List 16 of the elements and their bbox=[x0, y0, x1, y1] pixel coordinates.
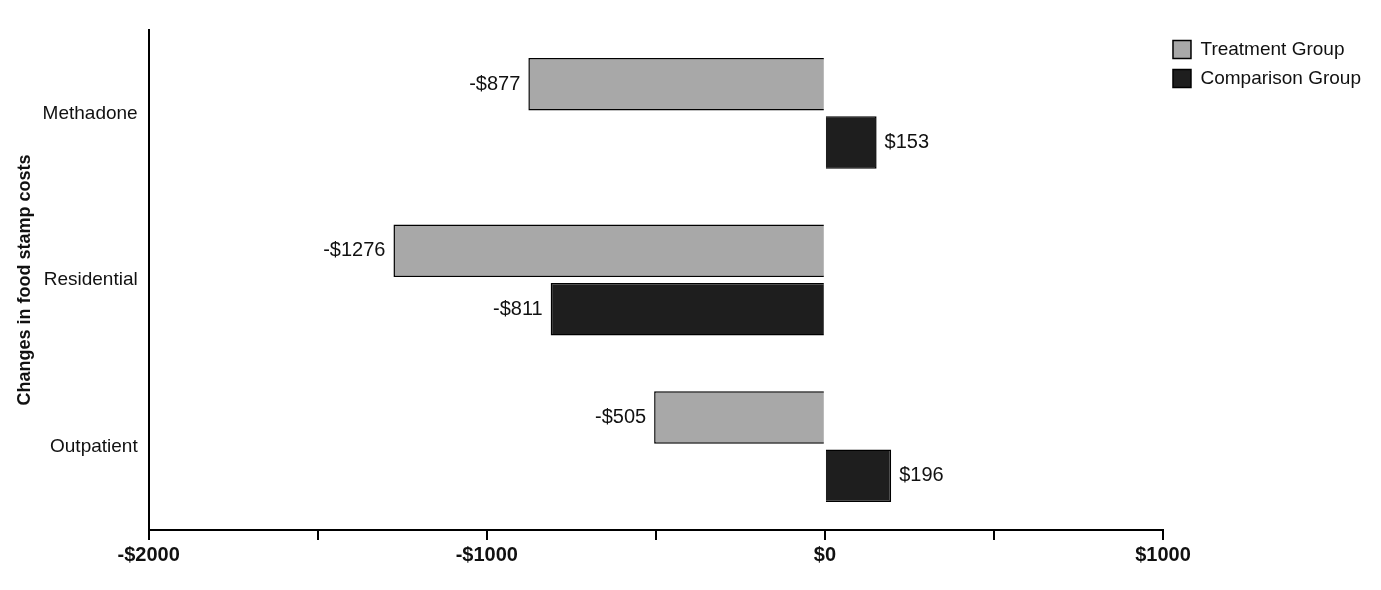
data-label: -$877 bbox=[469, 71, 521, 94]
y-tick-label: Outpatient bbox=[50, 434, 139, 456]
x-tick-label: $0 bbox=[813, 542, 837, 565]
x-tick-label: -$2000 bbox=[117, 542, 180, 565]
y-tick-label: Methadone bbox=[42, 101, 138, 123]
data-label: -$505 bbox=[594, 405, 647, 428]
data-label: $153 bbox=[884, 130, 930, 153]
legend-label: Treatment Group bbox=[1200, 37, 1345, 59]
data-label: $196 bbox=[899, 463, 944, 486]
data-label: -$1276 bbox=[323, 238, 386, 261]
x-tick-label: $1000 bbox=[1135, 542, 1191, 565]
y-axis-title: Changes in food stamp costs bbox=[13, 154, 34, 406]
x-tick-label: -$1000 bbox=[455, 542, 518, 565]
data-label: -$811 bbox=[493, 296, 543, 319]
y-tick-label: Residential bbox=[43, 268, 138, 290]
legend-label: Comparison Group bbox=[1200, 66, 1362, 88]
